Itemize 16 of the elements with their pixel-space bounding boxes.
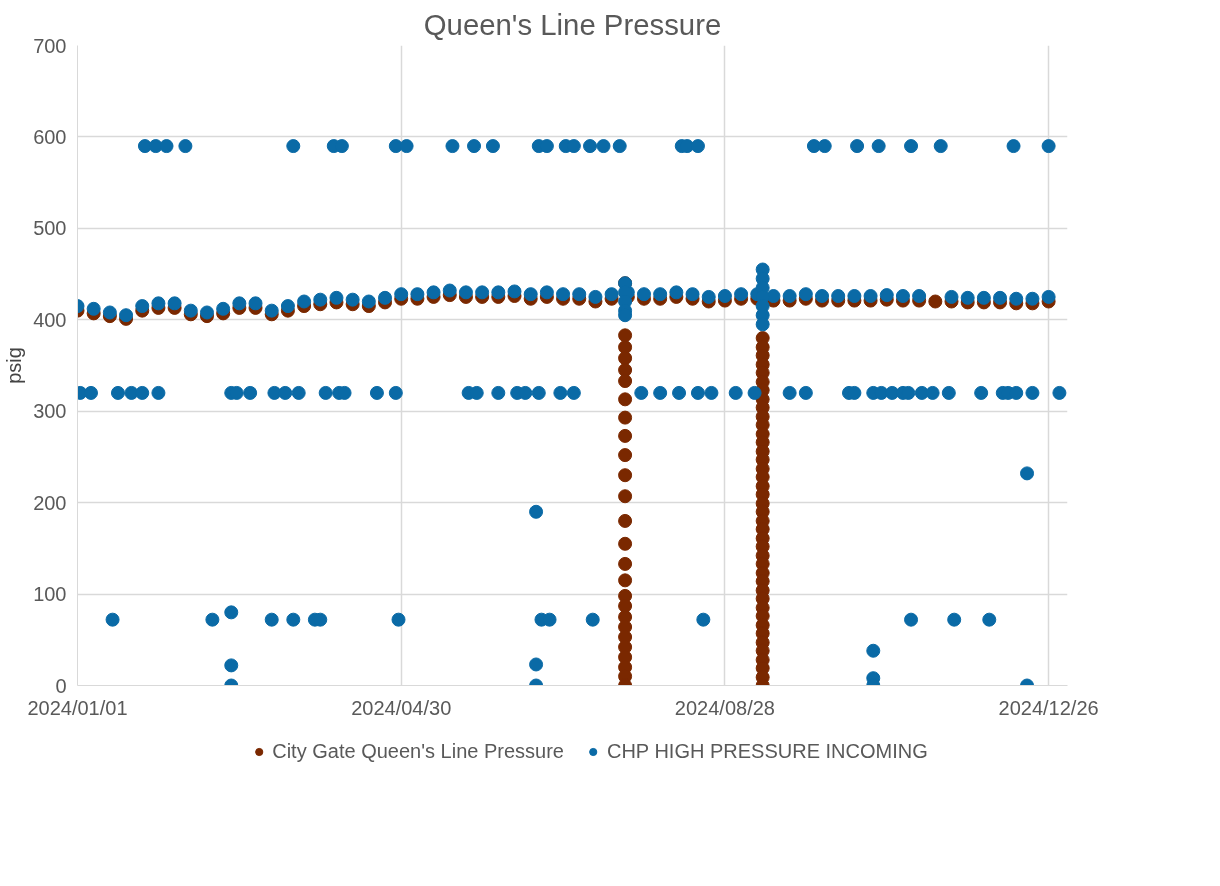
y-axis-title: psig — [3, 347, 26, 384]
y-tick-label: 500 — [33, 217, 67, 240]
y-tick-label: 700 — [33, 34, 67, 57]
legend-label: City Gate Queen's Line Pressure — [272, 739, 564, 763]
x-tick-label: 2024/08/28 — [674, 696, 775, 719]
x-tick-label: 2024/01/01 — [27, 696, 128, 719]
chart-title: Queen's Line Pressure — [423, 7, 722, 41]
y-tick-label: 100 — [33, 583, 67, 606]
y-tick-label: 200 — [33, 491, 67, 514]
y-tick-label: 300 — [33, 400, 67, 423]
x-tick-label: 2024/12/26 — [998, 696, 1099, 719]
x-tick-label: 2024/04/30 — [351, 696, 452, 719]
y-tick-label: 600 — [33, 125, 67, 148]
legend-label: CHP HIGH PRESSURE INCOMING — [606, 739, 928, 763]
y-tick-label: 0 — [55, 674, 67, 697]
y-tick-label: 400 — [33, 308, 67, 331]
